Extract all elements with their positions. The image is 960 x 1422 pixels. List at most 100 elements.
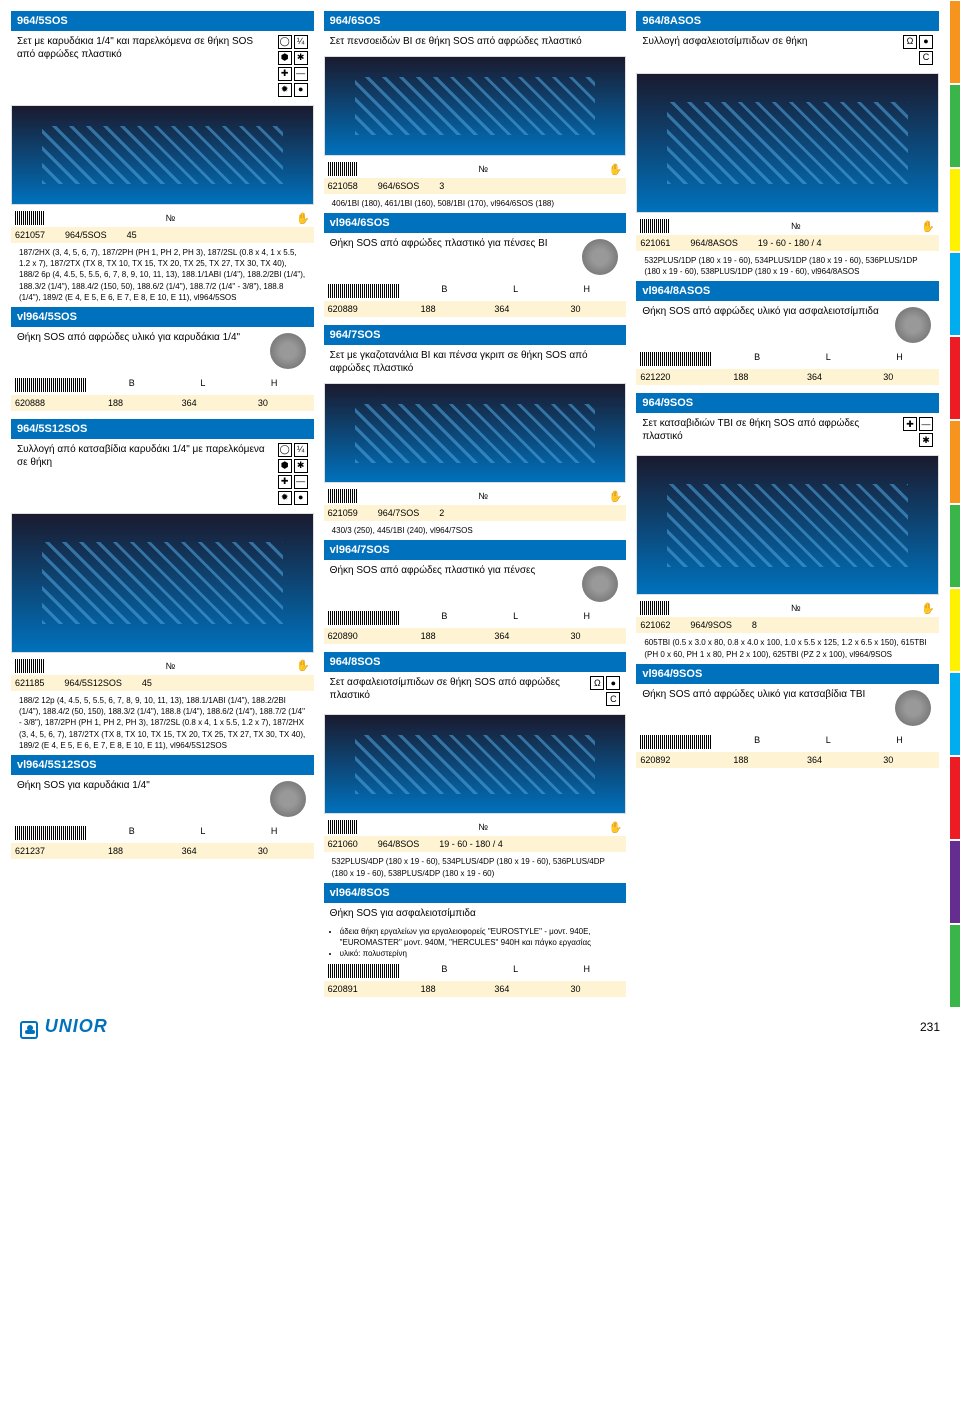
side-tab [950,337,960,419]
phillips-icon: ✚ [903,417,917,431]
slot-icon: — [294,475,308,489]
column-2: 964/6SOS Σετ πενσοειδών BI σε θήκη SOS α… [323,10,628,998]
dim-code: 621237 [15,846,69,856]
barcode-icon [328,284,399,298]
product-block: 964/8SOS Σετ ασφαλειοτσίμπιδων σε θήκη S… [323,651,628,998]
product-description: Συλλογή από κατσαβίδια καρυδάκι 1/4" με … [17,443,268,505]
l-label: L [480,611,551,625]
dim-b: 188 [714,372,768,382]
table-header-row: № ✋ [324,818,627,836]
dim-h: 30 [236,846,290,856]
item-qty: 8 [752,620,757,630]
item-sku: 964/8SOS [378,839,420,849]
table-header-row: № ✋ [11,209,314,227]
vl-description-row: Θήκη SOS από αφρώδες πλαστικό για πένσες… [324,233,627,281]
vl-description: Θήκη SOS από αφρώδες πλαστικό για πένσες [330,564,581,604]
b-label: B [96,378,167,392]
dim-b: 188 [401,631,455,641]
c-icon: C [606,692,620,706]
phillips-icon: ✚ [278,67,292,81]
torx-icon: ✱ [294,51,308,65]
product-description-row: Σετ ασφαλειοτσίμπιδων σε θήκη SOS από αφ… [324,672,627,710]
side-tab [950,169,960,251]
product-block: 964/5S12SOS Συλλογή από κατσαβίδια καρυδ… [10,418,315,860]
item-sku: 964/5S12SOS [64,678,122,688]
dim-l: 364 [162,846,216,856]
barcode-icon [328,964,399,978]
dim-header-row: B L H [636,349,939,369]
dim-h: 30 [549,631,603,641]
hex-icon: ⬢ [278,459,292,473]
data-row: 621057 964/5SOS 45 [11,227,314,243]
vl-description-row: Θήκη SOS από αφρώδες υλικό για καρυδάκια… [11,327,314,375]
dim-l: 364 [788,372,842,382]
vl-sku-header: vl964/5SOS [11,307,314,327]
product-description: Συλλογή ασφαλειοτσίμπιδων σε θήκη [642,35,893,65]
vl-description: Θήκη SOS για ασφαλειοτσίμπιδα [330,907,621,920]
dim-b: 188 [89,398,143,408]
dim-b: 188 [401,984,455,994]
b-label: B [722,352,793,366]
item-qty: 3 [439,181,444,191]
product-image [324,714,627,814]
no-label: № [362,822,605,832]
h-label: H [239,826,310,840]
vl-description: Θήκη SOS από αφρώδες πλαστικό για πένσες… [330,237,581,277]
spec-text: 430/3 (250), 445/1BI (240), vl964/7SOS [324,521,627,540]
vl-description-row: Θήκη SOS για καρυδάκια 1/4" [11,775,314,823]
dot-icon: ● [294,83,308,97]
dim-code: 620888 [15,398,69,408]
product-description: Σετ πενσοειδών BI σε θήκη SOS από αφρώδε… [330,35,621,48]
sos-badge-icon [895,307,931,343]
vl-sku-header: vl964/5S12SOS [11,755,314,775]
item-sku: 964/6SOS [378,181,420,191]
side-tab [950,1,960,83]
table-header-row: № ✋ [324,160,627,178]
vl-description-row: Θήκη SOS από αφρώδες υλικό για κατσαβίδι… [636,684,939,732]
barcode-icon [328,489,358,503]
item-code: 621061 [640,238,670,248]
sos-badge-icon [582,239,618,275]
b-label: B [722,735,793,749]
l-label: L [793,735,864,749]
product-description: Σετ ασφαλειοτσίμπιδων σε θήκη SOS από αφ… [330,676,581,706]
side-tab [950,421,960,503]
dim-row: 620889 188 364 30 [324,301,627,317]
product-description: Σετ με γκαζοτανάλια BI και πένσα γκριπ σ… [330,349,621,375]
product-image [636,73,939,213]
table-header-row: № ✋ [636,217,939,235]
no-label: № [362,491,605,501]
side-tab [950,841,960,923]
product-image [11,513,314,653]
item-sku: 964/8ASOS [690,238,738,248]
spec-text: 188/2 12p (4, 4.5, 5, 5.5, 6, 7, 8, 9, 1… [11,691,314,755]
product-image [324,56,627,156]
hand-icon: ✋ [609,163,623,176]
vl-sku-header: vl964/8ASOS [636,281,939,301]
item-qty: 19 - 60 - 180 / 4 [439,839,503,849]
side-tab [950,253,960,335]
hand-icon: ✋ [296,659,310,672]
product-sku-header: 964/5SOS [11,11,314,31]
product-sku-header: 964/8SOS [324,652,627,672]
vl-sku-header: vl964/7SOS [324,540,627,560]
vl-description: Θήκη SOS για καρυδάκια 1/4" [17,779,268,819]
barcode-icon [15,211,45,225]
data-row: 621060 964/8SOS 19 - 60 - 180 / 4 [324,836,627,852]
h-label: H [239,378,310,392]
product-sku-header: 964/5S12SOS [11,419,314,439]
dim-header-row: B L H [324,608,627,628]
product-description-row: Συλλογή ασφαλειοτσίμπιδων σε θήκη Ω ● C [636,31,939,69]
dim-b: 188 [714,755,768,765]
no-label: № [674,603,917,613]
side-tab [950,673,960,755]
item-qty: 19 - 60 - 180 / 4 [758,238,822,248]
hand-icon: ✋ [296,212,310,225]
socket-icon: ◯ [278,35,292,49]
barcode-icon [640,219,670,233]
h-label: H [551,964,622,978]
brand-logo: UNIOR [20,1016,108,1038]
vl-sku-header: vl964/6SOS [324,213,627,233]
product-image [636,455,939,595]
l-label: L [167,826,238,840]
